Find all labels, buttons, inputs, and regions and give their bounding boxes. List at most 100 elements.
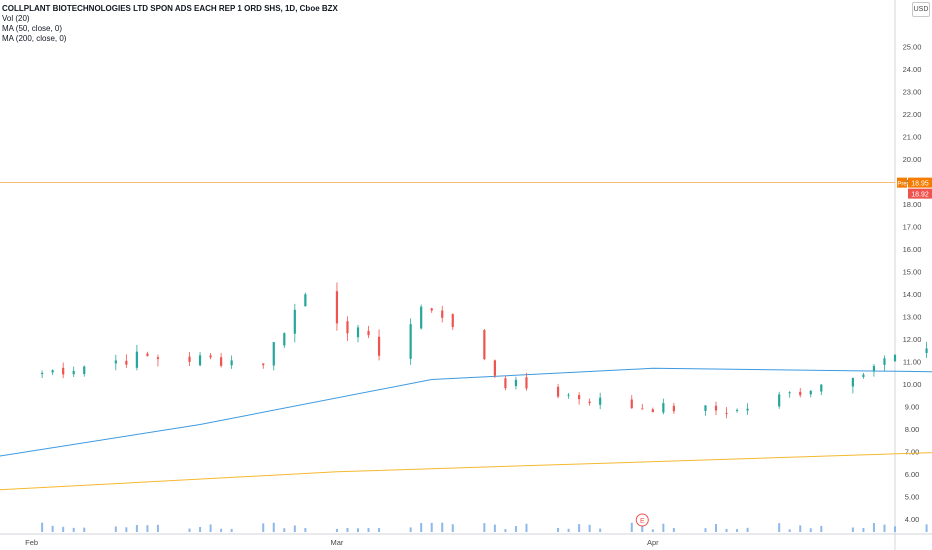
volume-bar [651, 529, 654, 532]
y-tick-label: 17.00 [903, 223, 922, 232]
volume-bar [672, 528, 675, 532]
volume-bar [62, 526, 65, 532]
y-tick-label: 13.00 [903, 313, 922, 322]
candle-body [630, 399, 633, 409]
candle-body [704, 405, 707, 411]
pre-price: 18.95 [911, 181, 929, 188]
volume-bar [525, 523, 528, 532]
symbol-title[interactable]: COLLPLANT BIOTECHNOLOGIES LTD SPON ADS E… [2, 4, 338, 13]
volume-bar [894, 526, 896, 532]
candle-body [483, 330, 486, 360]
y-tick-label: 22.00 [903, 110, 922, 119]
candle-body [778, 394, 781, 407]
volume-bar [209, 524, 212, 532]
candle-body [588, 401, 591, 404]
volume-bar [114, 526, 117, 532]
volume-bar [378, 528, 381, 532]
volume-bar [662, 523, 665, 532]
volume-bar [567, 528, 570, 532]
volume-bar [83, 527, 86, 532]
volume-bar [641, 523, 644, 532]
volume-bar [788, 529, 791, 532]
volume-bar [578, 524, 581, 532]
candle-body [135, 351, 138, 368]
candle-body [725, 412, 728, 414]
candle-body [146, 353, 149, 357]
x-tick-label: Apr [647, 538, 659, 547]
candle-body [493, 360, 496, 376]
volume-bar [483, 523, 486, 532]
volume-bar [125, 527, 128, 532]
y-tick-label: 12.00 [903, 335, 922, 344]
candle-body [651, 409, 654, 413]
volume-bar [220, 528, 223, 532]
candle-body [335, 291, 339, 324]
candle-body [872, 365, 876, 372]
volume-bar [346, 527, 349, 532]
volume-bar [156, 524, 159, 532]
candle-body [672, 405, 675, 412]
volume-bar [778, 523, 781, 532]
volume-bar [851, 527, 854, 532]
y-tick-label: 9.00 [905, 403, 920, 412]
last-price: 18.92 [911, 192, 929, 199]
y-tick-label: 8.00 [905, 425, 920, 434]
legend-volume[interactable]: Vol (20) [2, 14, 30, 23]
volume-bar [799, 525, 802, 532]
y-tick-label: 21.00 [903, 133, 922, 142]
candle-body [283, 333, 286, 346]
candle-body [62, 367, 65, 375]
candle-body [788, 392, 791, 394]
y-tick-label: 20.00 [903, 155, 922, 164]
x-tick-label: Feb [25, 538, 38, 547]
legend-ma50[interactable]: MA (50, close, 0) [2, 24, 63, 33]
candle-body [51, 370, 54, 373]
volume-bar [925, 524, 928, 532]
volume-bar [146, 525, 149, 532]
currency-button[interactable]: USD [912, 2, 930, 17]
candle-body [820, 384, 823, 392]
volume-bar [188, 528, 191, 532]
candle-body [567, 394, 570, 396]
x-tick-label: Mar [330, 538, 343, 547]
plot-area [0, 0, 895, 534]
legend-ma200[interactable]: MA (200, close, 0) [2, 34, 67, 43]
candle-body [209, 355, 212, 358]
candle-body [367, 330, 370, 336]
candle-body [188, 356, 191, 362]
volume-bar [230, 528, 233, 532]
candle-body [41, 372, 44, 375]
volume-bar [451, 524, 454, 532]
volume-bar [262, 523, 265, 532]
ma50-line [0, 367, 932, 457]
candle-body [262, 363, 265, 366]
candle-body [883, 358, 886, 365]
candle-body [451, 314, 454, 327]
volume-bar [72, 527, 75, 532]
volume-bar [304, 528, 307, 532]
candle-body [356, 327, 360, 338]
candle-body [272, 342, 275, 366]
volume-bar [135, 524, 138, 532]
volume-bar [430, 522, 433, 532]
candle-body [293, 309, 296, 334]
volume-bar [704, 528, 707, 532]
volume-bar [199, 526, 202, 532]
pre-label-tag [897, 177, 907, 188]
volume-bar [820, 525, 823, 532]
candle-body [420, 306, 423, 329]
y-tick-label: 6.00 [905, 470, 920, 479]
volume-bar [630, 522, 633, 532]
y-tick-label: 7.00 [905, 448, 920, 457]
volume-bar [872, 523, 875, 532]
volume-bar [504, 529, 507, 532]
volume-bar [293, 525, 296, 532]
candle-body [525, 377, 528, 389]
volume-bar [715, 524, 717, 532]
candle-body [714, 405, 718, 411]
candle-body [514, 379, 518, 387]
y-tick-label: 10.00 [903, 380, 922, 389]
volume-bar [809, 528, 812, 532]
candle-body [409, 324, 412, 359]
